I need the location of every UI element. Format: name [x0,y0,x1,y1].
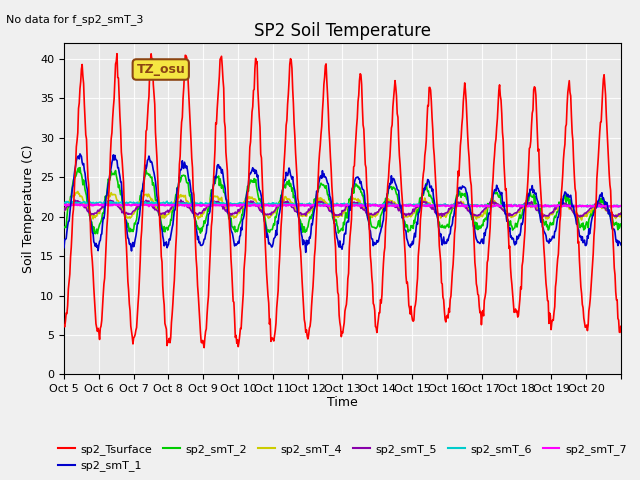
Title: SP2 Soil Temperature: SP2 Soil Temperature [254,22,431,40]
Text: No data for f_sp2_smT_3: No data for f_sp2_smT_3 [6,14,144,25]
Text: TZ_osu: TZ_osu [136,63,185,76]
X-axis label: Time: Time [327,396,358,408]
Y-axis label: Soil Temperature (C): Soil Temperature (C) [22,144,35,273]
Legend: sp2_Tsurface, sp2_smT_1, sp2_smT_2, sp2_smT_4, sp2_smT_5, sp2_smT_6, sp2_smT_7: sp2_Tsurface, sp2_smT_1, sp2_smT_2, sp2_… [54,440,631,476]
